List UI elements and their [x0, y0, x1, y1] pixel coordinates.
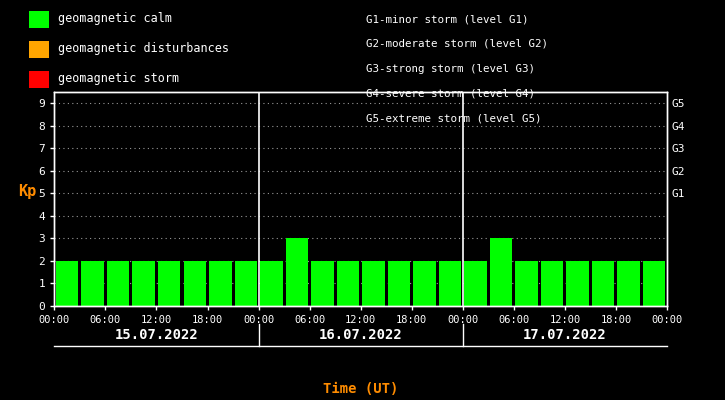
Bar [209, 261, 231, 306]
Text: 17.07.2022: 17.07.2022 [523, 328, 607, 342]
Text: geomagnetic disturbances: geomagnetic disturbances [58, 42, 229, 55]
Bar [541, 261, 563, 306]
Text: G2-moderate storm (level G2): G2-moderate storm (level G2) [366, 39, 548, 49]
Bar [107, 261, 130, 306]
Y-axis label: Kp: Kp [18, 184, 36, 199]
Bar [643, 261, 666, 306]
Bar [286, 238, 308, 306]
Bar [183, 261, 206, 306]
Bar [464, 261, 486, 306]
Bar [260, 261, 283, 306]
Bar [515, 261, 538, 306]
Text: G5-extreme storm (level G5): G5-extreme storm (level G5) [366, 113, 542, 123]
Text: 15.07.2022: 15.07.2022 [115, 328, 199, 342]
Text: 16.07.2022: 16.07.2022 [319, 328, 402, 342]
Text: Time (UT): Time (UT) [323, 382, 398, 396]
Bar [362, 261, 385, 306]
Bar [311, 261, 334, 306]
Bar [56, 261, 78, 306]
Bar [235, 261, 257, 306]
Text: G3-strong storm (level G3): G3-strong storm (level G3) [366, 64, 535, 74]
Text: geomagnetic calm: geomagnetic calm [58, 12, 172, 25]
Bar [566, 261, 589, 306]
Bar [133, 261, 155, 306]
Text: geomagnetic storm: geomagnetic storm [58, 72, 179, 85]
Bar [388, 261, 410, 306]
Bar [592, 261, 614, 306]
Bar [336, 261, 359, 306]
Text: G4-severe storm (level G4): G4-severe storm (level G4) [366, 88, 535, 98]
Bar [158, 261, 181, 306]
Bar [439, 261, 461, 306]
Bar [413, 261, 436, 306]
Bar [618, 261, 640, 306]
Bar [81, 261, 104, 306]
Bar [490, 238, 513, 306]
Text: G1-minor storm (level G1): G1-minor storm (level G1) [366, 14, 529, 24]
